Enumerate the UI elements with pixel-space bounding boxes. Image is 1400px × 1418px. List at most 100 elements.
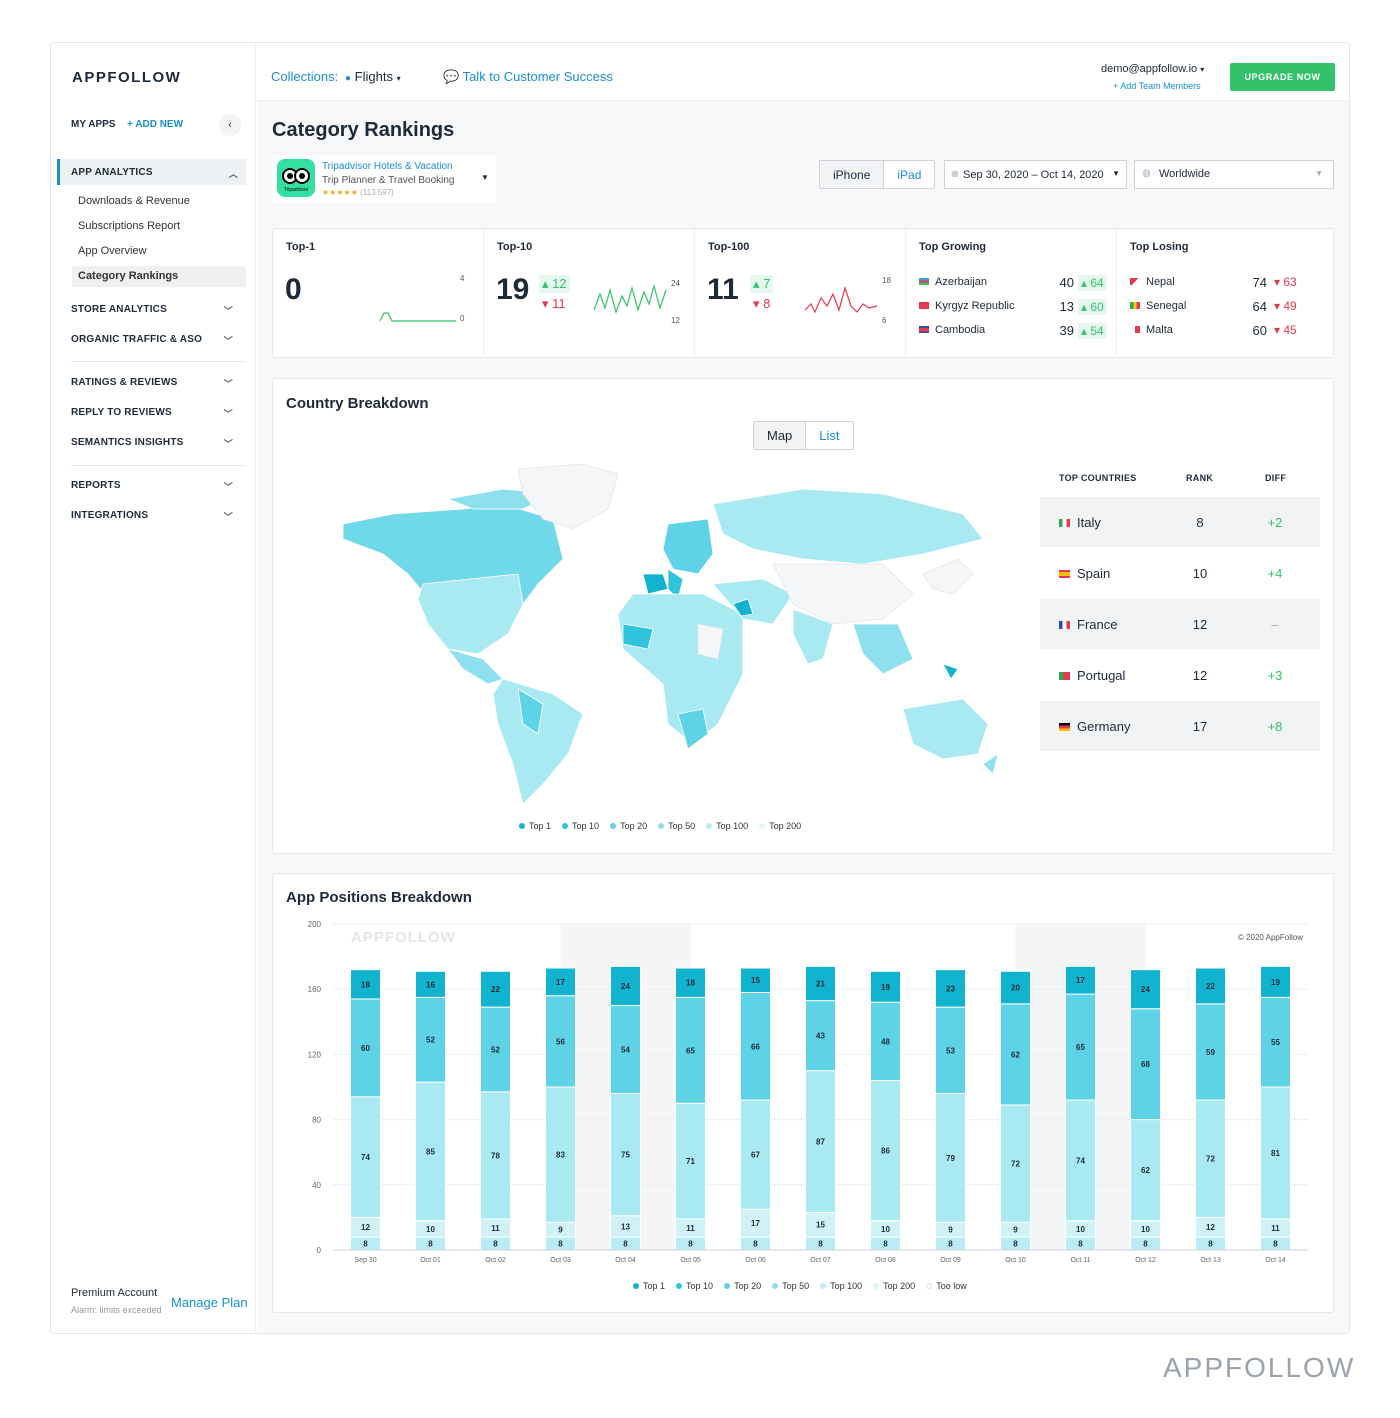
legend-item[interactable]: Top 10 bbox=[676, 1281, 713, 1291]
legend-item[interactable]: Top 100 bbox=[820, 1281, 862, 1291]
country-row[interactable]: Germany 17 +8 bbox=[1040, 701, 1320, 751]
sidebar-item-app-overview[interactable]: App Overview bbox=[78, 245, 147, 257]
bar-data-label: 16 bbox=[426, 980, 435, 989]
collection-dropdown[interactable]: ● Flights ▾ bbox=[345, 69, 401, 84]
legend-item[interactable]: Too low bbox=[926, 1281, 967, 1291]
legend-item[interactable]: Top 200 bbox=[873, 1281, 915, 1291]
legend-item[interactable]: Top 50 bbox=[772, 1281, 809, 1291]
bar-data-label: 9 bbox=[948, 1226, 953, 1235]
legend-swatch bbox=[610, 823, 617, 829]
up-value: 12 bbox=[552, 276, 567, 291]
calendar-icon: ▦ bbox=[951, 169, 959, 178]
x-tick-label: Oct 08 bbox=[875, 1257, 896, 1264]
bar-data-label: 12 bbox=[1206, 1223, 1215, 1232]
talk-to-customer-success-link[interactable]: 💬 Talk to Customer Success bbox=[443, 69, 613, 85]
legend-item[interactable]: Top 50 bbox=[658, 821, 695, 831]
sidebar-section-reports[interactable]: REPORTS ﹀ bbox=[71, 480, 241, 492]
bar-segment bbox=[740, 991, 771, 1101]
list-view-button[interactable]: List bbox=[819, 428, 840, 443]
legend-item[interactable]: Top 1 bbox=[633, 1281, 665, 1291]
bar-data-label: 48 bbox=[881, 1037, 890, 1046]
app-name-text: Tripadvisor Hotels & Vacation bbox=[322, 161, 453, 172]
device-ipad-button[interactable]: iPad bbox=[897, 168, 922, 182]
bar-data-label: 11 bbox=[491, 1224, 500, 1233]
bar-segment bbox=[1065, 993, 1096, 1101]
sparkline-max: 24 bbox=[671, 279, 680, 288]
collapse-sidebar-button[interactable]: ‹ bbox=[219, 114, 241, 136]
account-menu[interactable]: demo@appfollow.io ▾ bbox=[1101, 63, 1204, 75]
manage-plan-link[interactable]: Manage Plan bbox=[171, 1295, 248, 1310]
date-range-picker[interactable]: ▦ Sep 30, 2020 – Oct 14, 2020 ▼ bbox=[944, 160, 1127, 189]
legend-item[interactable]: Top 1 bbox=[519, 821, 551, 831]
bar-segment bbox=[415, 970, 446, 998]
stat-label: Top-1 bbox=[286, 241, 316, 253]
bar-segment bbox=[415, 996, 446, 1083]
country-name: Portugal bbox=[1077, 668, 1126, 683]
sidebar-section-semantics-insights[interactable]: SEMANTICS INSIGHTS ﹀ bbox=[71, 437, 241, 449]
bar-segment bbox=[480, 1006, 511, 1093]
bar-segment bbox=[545, 967, 576, 997]
growing-row: Cambodia bbox=[919, 324, 985, 336]
sidebar-section-label: RATINGS & REVIEWS bbox=[71, 377, 178, 388]
upgrade-now-button[interactable]: UPGRADE NOW bbox=[1230, 63, 1335, 91]
sparkline-max: 18 bbox=[882, 276, 891, 285]
legend-swatch bbox=[926, 1283, 933, 1289]
device-iphone-button[interactable]: iPhone bbox=[820, 161, 885, 188]
bar-data-label: 22 bbox=[491, 985, 500, 994]
add-team-members-link[interactable]: + Add Team Members bbox=[1113, 81, 1201, 91]
legend-item[interactable]: Top 200 bbox=[759, 821, 801, 831]
chevron-up-icon: ︿ bbox=[228, 169, 238, 179]
country-row[interactable]: Portugal 12 +3 bbox=[1040, 650, 1320, 700]
legend-swatch bbox=[772, 1283, 779, 1289]
stat-value: 19 bbox=[496, 273, 530, 306]
chevron-down-icon: ﹀ bbox=[223, 336, 233, 346]
bar-data-label: 8 bbox=[753, 1239, 758, 1248]
country-row[interactable]: France 12 – bbox=[1040, 599, 1320, 649]
flag-icon bbox=[1130, 326, 1140, 333]
bar-segment bbox=[870, 970, 901, 1003]
map-view-button[interactable]: Map bbox=[754, 422, 807, 449]
globe-icon: ◍ bbox=[1142, 168, 1151, 179]
dot-icon: ● bbox=[345, 73, 352, 84]
sidebar-section-label: STORE ANALYTICS bbox=[71, 304, 167, 315]
sidebar-item-downloads-revenue[interactable]: Downloads & Revenue bbox=[78, 195, 190, 207]
bar-data-label: 78 bbox=[491, 1151, 500, 1160]
region-select[interactable]: ◍ Worldwide ▼ bbox=[1134, 160, 1334, 189]
bar-data-label: 66 bbox=[751, 1042, 760, 1051]
sidebar-section-app-analytics[interactable]: APP ANALYTICS ︿ bbox=[57, 159, 246, 185]
world-map[interactable] bbox=[323, 464, 1023, 809]
country-row[interactable]: Spain 10 +4 bbox=[1040, 548, 1320, 598]
legend-item[interactable]: Top 100 bbox=[706, 821, 748, 831]
chevron-down-icon: ﹀ bbox=[223, 379, 233, 389]
bar-data-label: 62 bbox=[1141, 1166, 1150, 1175]
my-apps-link[interactable]: MY APPS bbox=[71, 119, 116, 130]
legend-item[interactable]: Top 20 bbox=[724, 1281, 761, 1291]
sidebar-section-reply-to-reviews[interactable]: REPLY TO REVIEWS ﹀ bbox=[71, 407, 241, 419]
app-selector[interactable]: Tripadvisor Tripadvisor Hotels & Vacatio… bbox=[272, 155, 496, 203]
bar-segment bbox=[675, 967, 706, 998]
caret-down-icon: ▼ bbox=[1112, 169, 1120, 178]
sidebar-item-subscriptions-report[interactable]: Subscriptions Report bbox=[78, 220, 181, 232]
logo[interactable]: APPFOLLOW bbox=[72, 69, 182, 86]
sidebar-section-organic-traffic[interactable]: ORGANIC TRAFFIC & ASO ﹀ bbox=[71, 334, 241, 346]
add-new-app-link[interactable]: + ADD NEW bbox=[127, 119, 184, 130]
legend-item[interactable]: Top 10 bbox=[562, 821, 599, 831]
country-cell: Germany bbox=[1059, 719, 1130, 734]
bar-data-label: 79 bbox=[946, 1154, 955, 1163]
sidebar-section-integrations[interactable]: INTEGRATIONS ﹀ bbox=[71, 510, 241, 522]
bar-data-label: 15 bbox=[816, 1221, 825, 1230]
country-row[interactable]: Italy 8 +2 bbox=[1040, 497, 1320, 547]
bar-data-label: 8 bbox=[1078, 1239, 1083, 1248]
country-cell: Italy bbox=[1059, 515, 1101, 530]
sidebar-section-ratings-reviews[interactable]: RATINGS & REVIEWS ﹀ bbox=[71, 377, 241, 389]
bar-data-label: 8 bbox=[688, 1239, 693, 1248]
legend-item[interactable]: Top 20 bbox=[610, 821, 647, 831]
sidebar-item-category-rankings[interactable]: Category Rankings bbox=[72, 266, 246, 287]
stat-value: 0 bbox=[285, 273, 302, 306]
bar-data-label: 8 bbox=[1013, 1239, 1018, 1248]
stat-up: ▴ 12 bbox=[539, 275, 570, 293]
sidebar-section-store-analytics[interactable]: STORE ANALYTICS ﹀ bbox=[71, 304, 241, 316]
bar-data-label: 19 bbox=[881, 983, 890, 992]
star-rating-icon: ★★★★★ bbox=[322, 188, 358, 197]
diff-value: 63 bbox=[1283, 275, 1297, 289]
